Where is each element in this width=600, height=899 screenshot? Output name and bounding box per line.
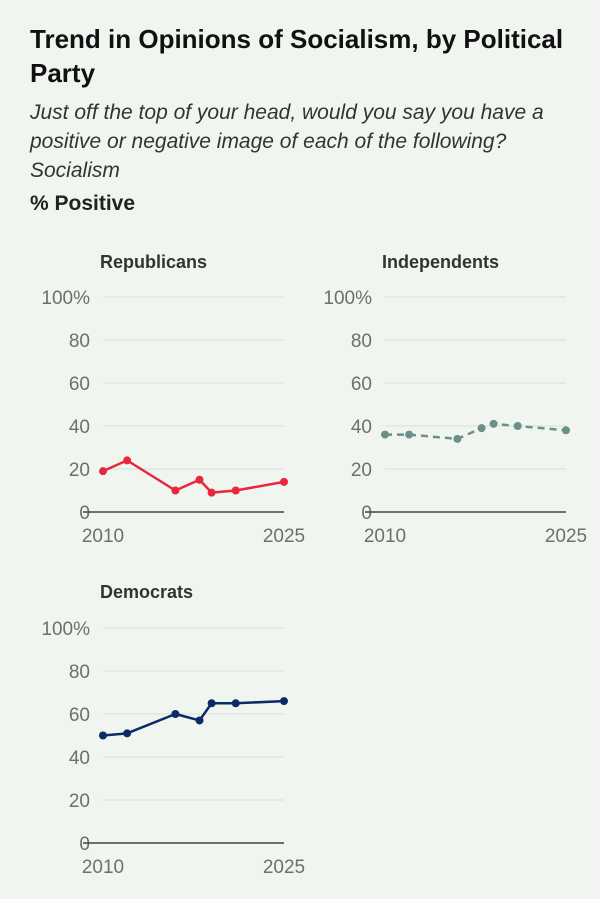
x-tick-label: 2025: [263, 526, 305, 547]
y-tick-label: 40: [69, 748, 90, 769]
data-point: [207, 488, 216, 497]
series-line: [102, 459, 285, 494]
y-tick-label: 20: [351, 460, 372, 481]
y-tick-label: 20: [69, 460, 90, 481]
data-point: [171, 486, 180, 495]
y-tick-label: 60: [69, 705, 90, 726]
panel-independents: Independents 0 20 40 60 80 100% 2010 2025: [323, 252, 587, 547]
data-point: [381, 430, 389, 439]
series-line: [102, 699, 285, 737]
chart-subtitle: Just off the top of your head, would you…: [30, 101, 544, 182]
data-point: [123, 729, 132, 738]
y-tick-label: 100%: [41, 288, 90, 309]
data-point: [231, 699, 240, 708]
data-point: [195, 475, 204, 484]
panel-title: Independents: [382, 252, 499, 272]
data-point: [207, 699, 216, 708]
x-tick-label: 2010: [82, 526, 124, 547]
y-tick-label: 80: [69, 662, 90, 683]
measure-label: % Positive: [30, 192, 136, 215]
y-tick-label: 80: [351, 331, 372, 352]
data-point: [477, 424, 486, 433]
panel-democrats: Democrats 0 20 40 60 80 100% 2010 2025: [41, 582, 305, 878]
panel-title: Democrats: [100, 582, 193, 602]
x-tick-label: 2025: [545, 526, 587, 547]
y-tick-label: 20: [69, 791, 90, 812]
data-point: [195, 716, 204, 725]
chart-title: Trend in Opinions of Socialism, by Polit…: [30, 24, 564, 88]
y-tick-label: 0: [79, 503, 90, 524]
panel-title: Republicans: [100, 252, 207, 272]
panel-republicans: Republicans 0 20 40 60 80 100% 2010 2025: [41, 252, 305, 547]
y-tick-label: 60: [69, 374, 90, 395]
y-tick-label: 40: [351, 417, 372, 438]
data-point: [171, 710, 180, 718]
y-tick-label: 80: [69, 331, 90, 352]
y-tick-label: 100%: [41, 619, 90, 640]
data-point: [231, 486, 240, 495]
x-tick-label: 2025: [263, 857, 305, 878]
x-tick-label: 2010: [82, 857, 124, 878]
y-tick-label: 60: [351, 374, 372, 395]
data-point: [99, 467, 107, 476]
data-point: [489, 419, 498, 428]
data-point: [280, 697, 288, 706]
data-point: [513, 422, 522, 430]
x-tick-label: 2010: [364, 526, 406, 547]
data-point: [405, 430, 414, 439]
y-tick-label: 100%: [323, 288, 372, 309]
data-point: [280, 477, 288, 486]
data-point: [562, 426, 570, 435]
y-tick-label: 0: [79, 834, 90, 855]
data-point: [123, 456, 132, 465]
y-tick-label: 40: [69, 417, 90, 438]
data-point: [453, 434, 462, 443]
data-point: [99, 731, 107, 740]
y-tick-label: 0: [361, 503, 372, 524]
